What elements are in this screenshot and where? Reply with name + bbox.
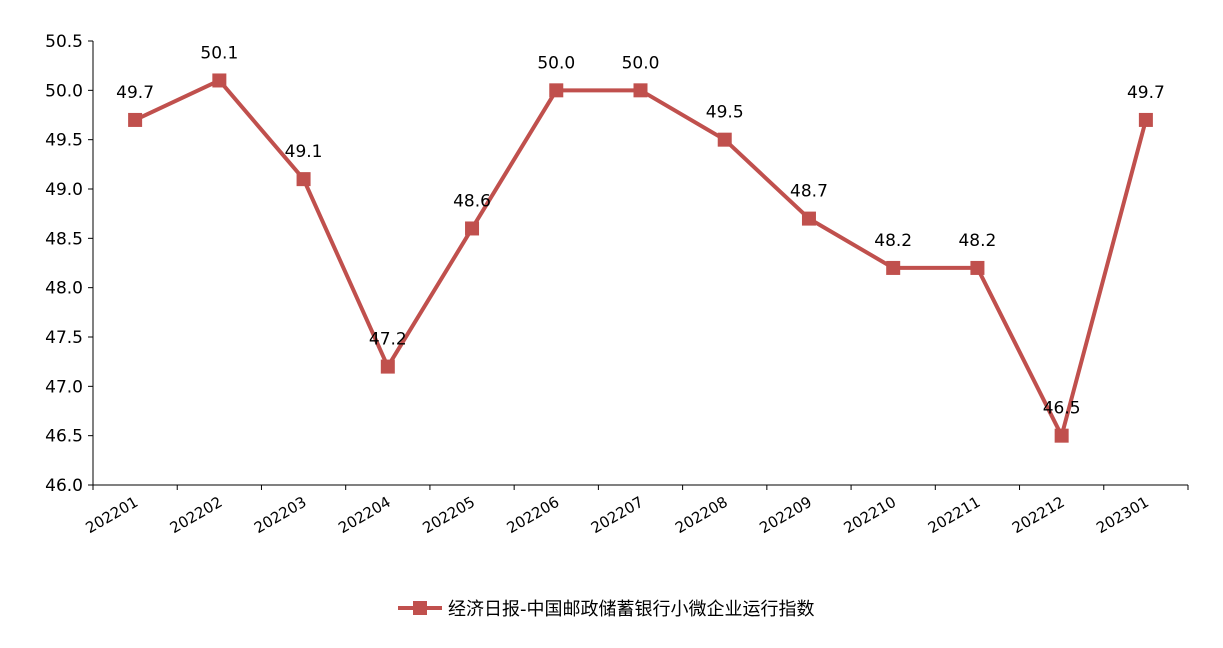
x-tick-label: 202211: [925, 493, 984, 537]
x-tick-label: 202301: [1093, 493, 1152, 537]
x-axis-ticks: 202201 202202 202203 202204 202205 202206 2022…: [83, 485, 1189, 537]
data-label: 49.7: [1127, 83, 1165, 103]
y-tick-label: 49.0: [45, 180, 83, 200]
data-label: 50.1: [200, 43, 238, 63]
y-tick-label: 50.5: [45, 32, 83, 52]
x-tick-label: 202204: [335, 493, 394, 537]
data-point-marker: [717, 132, 732, 147]
x-tick-label: 202206: [504, 493, 563, 537]
y-tick-label: 47.5: [45, 328, 83, 348]
data-label: 50.0: [537, 53, 575, 73]
data-point-marker: [212, 73, 227, 88]
data-label: 47.2: [369, 330, 407, 350]
data-label: 49.5: [706, 103, 744, 123]
series-group: [128, 73, 1153, 443]
data-label: 49.1: [285, 142, 323, 162]
data-label: 48.2: [958, 231, 996, 251]
data-label: 48.2: [874, 231, 912, 251]
data-point-marker: [465, 221, 480, 236]
data-label: 48.6: [453, 191, 491, 211]
x-tick-label: 202203: [251, 493, 310, 537]
x-tick-label: 202205: [419, 493, 478, 537]
x-tick-label: 202209: [756, 493, 815, 537]
data-point-marker: [1138, 112, 1153, 127]
axes: [92, 41, 1188, 486]
data-point-marker: [633, 83, 648, 98]
data-labels: 49.7 50.1 49.1 47.2 48.6 50.0 50.0 49.5 48.7 48.2…: [116, 43, 1165, 418]
y-tick-label: 50.0: [45, 81, 83, 101]
data-label: 48.7: [790, 182, 828, 202]
series-line: [134, 78, 1148, 438]
y-tick-label: 46.5: [45, 427, 83, 447]
y-tick-label: 48.5: [45, 229, 83, 249]
legend-marker-icon: [413, 601, 427, 615]
y-tick-label: 46.0: [45, 476, 83, 496]
data-point-marker: [801, 211, 816, 226]
data-point-marker: [970, 260, 985, 275]
x-tick-label: 202207: [588, 493, 647, 537]
y-tick-label: 49.5: [45, 131, 83, 151]
x-tick-label: 202212: [1009, 493, 1068, 537]
data-point-marker: [886, 260, 901, 275]
data-label: 49.7: [116, 83, 154, 103]
x-tick-label: 202202: [167, 493, 226, 537]
data-point-marker: [128, 112, 143, 127]
legend-label: 经济日报-中国邮政储蓄银行小微企业运行指数: [448, 599, 815, 620]
data-point-marker: [1054, 428, 1069, 443]
data-point-marker: [296, 172, 311, 187]
data-point-marker: [549, 83, 564, 98]
data-label: 46.5: [1043, 399, 1081, 419]
y-tick-label: 47.0: [45, 377, 83, 397]
data-label: 50.0: [622, 53, 660, 73]
y-tick-label: 48.0: [45, 279, 83, 299]
x-tick-label: 202208: [672, 493, 731, 537]
legend: 经济日报-中国邮政储蓄银行小微企业运行指数: [398, 599, 815, 620]
data-point-marker: [380, 359, 395, 374]
x-tick-label: 202201: [83, 493, 142, 537]
y-axis-ticks: 46.0 46.5 47.0 47.5 48.0 48.5 49.0 49.5 50.0 50.5: [45, 32, 93, 496]
x-tick-label: 202210: [841, 493, 900, 537]
